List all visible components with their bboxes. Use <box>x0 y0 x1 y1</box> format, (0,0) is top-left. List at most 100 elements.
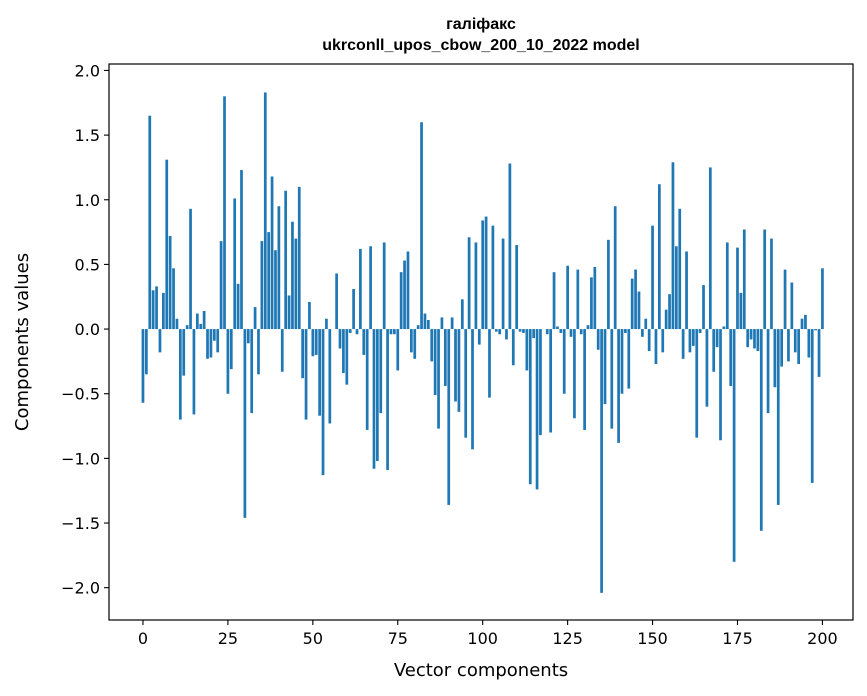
bar <box>260 241 264 330</box>
bar <box>763 229 767 330</box>
bar <box>807 329 811 358</box>
bar <box>155 286 158 330</box>
bar <box>624 329 627 333</box>
bar <box>382 242 386 330</box>
bar <box>573 329 576 419</box>
bar <box>583 329 586 430</box>
bar <box>141 329 145 403</box>
bar <box>362 329 366 355</box>
bar <box>372 329 376 469</box>
bar <box>274 250 277 330</box>
bar <box>797 329 800 364</box>
bar <box>664 309 668 330</box>
bar <box>566 265 569 330</box>
bar <box>505 329 508 340</box>
x-tick-label: 100 <box>467 629 498 648</box>
bar <box>481 220 485 330</box>
bar <box>250 329 254 414</box>
bar <box>192 329 196 415</box>
bar <box>165 159 169 330</box>
bar <box>528 329 532 485</box>
bar <box>617 329 620 443</box>
bar <box>586 325 590 330</box>
bar <box>257 329 260 375</box>
bar <box>698 329 702 333</box>
bar <box>691 329 695 346</box>
bar <box>695 329 699 438</box>
bar <box>515 245 519 330</box>
bar <box>423 313 427 330</box>
bar <box>335 273 338 330</box>
bar <box>393 329 396 335</box>
bar <box>654 329 658 364</box>
bar <box>783 269 787 330</box>
bar <box>246 329 250 344</box>
bar <box>420 122 423 330</box>
bar <box>467 237 471 330</box>
x-tick-label: 75 <box>388 629 408 648</box>
bar <box>729 329 733 386</box>
bar <box>216 329 220 353</box>
chart-subtitle: ukrconll_upos_cbow_200_10_2022 model <box>322 37 639 54</box>
bar <box>484 216 488 330</box>
bar <box>202 310 206 330</box>
bar <box>454 329 457 402</box>
bar <box>607 239 610 330</box>
bar <box>552 272 556 330</box>
bar <box>702 285 705 330</box>
bar <box>185 325 189 330</box>
bar <box>674 246 678 330</box>
bar <box>175 318 179 330</box>
bar <box>447 329 451 505</box>
bar <box>267 232 271 330</box>
bar <box>736 247 739 330</box>
y-tick-label: 1.0 <box>75 191 100 210</box>
bar <box>443 329 447 386</box>
bar <box>284 190 288 330</box>
bar <box>739 292 743 330</box>
bar <box>634 269 637 330</box>
bar <box>199 323 203 330</box>
bar <box>749 329 753 340</box>
bar <box>535 329 539 490</box>
bar <box>559 329 563 333</box>
bar <box>321 329 325 476</box>
bar <box>651 225 654 330</box>
bar <box>226 329 230 394</box>
bar <box>511 329 515 366</box>
bar <box>678 208 682 330</box>
bar <box>630 278 634 330</box>
bar <box>610 329 614 429</box>
bar <box>403 260 406 330</box>
bar <box>311 329 315 357</box>
bar <box>328 329 332 424</box>
x-tick-label: 0 <box>138 629 148 648</box>
x-tick-label: 175 <box>722 629 753 648</box>
y-axis-ticks: −2.0 −1.5 −1.0 −0.5 0.0 0.5 1.0 1.5 2.0 <box>61 61 109 598</box>
bar <box>253 307 257 330</box>
bar <box>491 225 495 330</box>
bar <box>158 329 162 353</box>
bar <box>148 115 152 330</box>
bar <box>359 248 362 330</box>
bar <box>576 269 580 330</box>
bar <box>297 186 301 330</box>
bar <box>715 329 719 348</box>
bar <box>457 329 461 412</box>
bar <box>746 329 750 348</box>
x-tick-label: 200 <box>807 629 838 648</box>
bar <box>593 267 597 330</box>
bar <box>685 251 688 330</box>
bar <box>229 329 233 370</box>
bar <box>338 329 342 349</box>
bar <box>168 235 172 330</box>
bar <box>460 299 464 330</box>
bar <box>301 329 304 379</box>
bar <box>562 329 566 394</box>
bar <box>732 329 736 562</box>
bar <box>603 329 607 405</box>
bar <box>810 329 814 483</box>
y-tick-label: 2.0 <box>75 61 100 80</box>
bar <box>369 246 372 330</box>
